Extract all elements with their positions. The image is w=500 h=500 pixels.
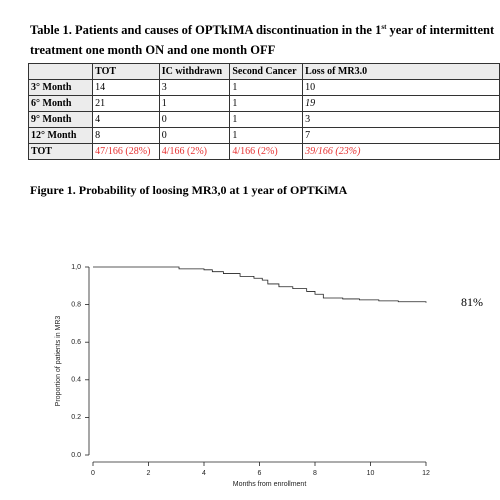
table-cell: 1 <box>229 95 304 112</box>
table-caption: Table 1. Patients and causes of OPTkIMA … <box>30 20 500 60</box>
caption-text: treatment one month ON and one month OFF <box>30 43 276 57</box>
caption-sup: st <box>381 22 387 31</box>
table-row: 6° Month 21 1 1 19 <box>27 95 500 112</box>
table-cell: 47/166 (28%) <box>92 143 160 160</box>
y-tick-label: 0.8 <box>71 301 81 308</box>
x-tick-label: 6 <box>258 470 262 477</box>
x-tick-label: 4 <box>202 470 206 477</box>
table-cell: 4 <box>92 111 160 128</box>
x-tick-label: 2 <box>147 470 151 477</box>
caption-text: year of intermittent <box>386 23 495 37</box>
x-tick-label: 10 <box>367 470 375 477</box>
annotation: 81% <box>461 295 483 309</box>
table-cell: IC withdrawn <box>158 63 231 80</box>
table-cell: 0 <box>158 111 231 128</box>
table-cell: 1 <box>158 95 231 112</box>
x-axis-label: Months from enrollment <box>233 481 307 488</box>
table-cell: 7 <box>302 127 500 144</box>
x-tick-label: 0 <box>91 470 95 477</box>
table-cell: 1 <box>229 111 304 128</box>
y-tick-label: 0.4 <box>71 377 81 384</box>
table-cell: 21 <box>92 95 160 112</box>
table-cell: 3 <box>158 79 231 96</box>
table-row: 9° Month 4 0 1 3 <box>27 111 500 128</box>
table-cell: 8 <box>92 127 160 144</box>
table-cell: Second Cancer <box>229 63 304 80</box>
table-cell: 3 <box>302 111 500 128</box>
table-cell: 10 <box>302 79 500 96</box>
table-cell: TOT <box>92 63 160 80</box>
y-axis-label: Proportion of patients in MR3 <box>55 316 62 407</box>
table-cell: 1 <box>229 79 304 96</box>
table-row: 3° Month 14 3 1 10 <box>27 79 500 96</box>
table-cell: 12° Month <box>27 127 94 144</box>
survival-curve <box>93 266 427 303</box>
table-cell: TOT <box>27 143 94 160</box>
table-cell: 6° Month <box>27 95 94 112</box>
table: TOT IC withdrawn Second Cancer Loss of MR3.… <box>27 63 500 160</box>
table-cell <box>27 63 94 80</box>
table-cell: Loss of MR3.0 <box>302 63 500 80</box>
table-cell: 39/166 (23%) <box>302 143 500 160</box>
caption-text: Table 1. Patients and causes of OPTkIMA … <box>30 23 382 37</box>
table-cell: 9° Month <box>27 111 94 128</box>
y-tick-label: 1,0 <box>71 264 81 271</box>
y-tick-label: 0.2 <box>71 414 81 421</box>
table-row: TOT IC withdrawn Second Cancer Loss of MR3.… <box>27 63 500 80</box>
table-cell: 0 <box>158 127 231 144</box>
x-tick-label: 12 <box>422 470 430 477</box>
table-row: TOT 47/166 (28%) 4/166 (2%) 4/166 (2%) 39/16… <box>27 143 500 160</box>
y-tick-label: 0.0 <box>71 452 81 459</box>
table-cell: 14 <box>92 79 160 96</box>
table-cell: 3° Month <box>27 79 94 96</box>
table-cell: 4/166 (2%) <box>229 143 304 160</box>
x-tick-label: 8 <box>313 470 317 477</box>
table-cell: 4/166 (2%) <box>158 143 231 160</box>
figure-caption: Figure 1. Probability of loosing MR3,0 a… <box>30 183 348 197</box>
table-cell: 1 <box>229 127 304 144</box>
table-row: 12° Month 8 0 1 7 <box>27 127 500 144</box>
table-cell: 19 <box>302 95 500 112</box>
y-tick-label: 0.6 <box>71 339 81 346</box>
